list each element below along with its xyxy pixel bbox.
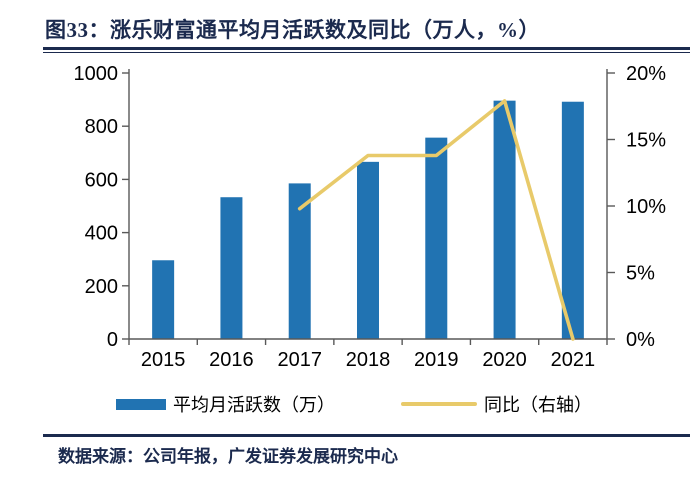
x-axis-label: 2015 (141, 349, 186, 371)
legend-item-bar: 平均月活跃数（万） (116, 392, 335, 416)
bar-2020 (493, 100, 516, 339)
x-axis-label: 2018 (346, 349, 391, 371)
right-axis-label: 5% (626, 263, 655, 285)
yoy-line (297, 99, 575, 341)
data-source-text: 数据来源：公司年报，广发证券发展研究中心 (58, 447, 398, 466)
right-axis-label: 0% (626, 329, 655, 351)
bar-2021 (561, 101, 584, 339)
right-axis-label: 20% (626, 63, 666, 85)
footer-rule (43, 434, 690, 437)
line-series-swatch (401, 402, 477, 406)
figure-title: 图33：涨乐财富通平均月活跃数及同比（万人，%） (45, 18, 540, 42)
bar-2017 (288, 183, 311, 339)
bar-2019 (425, 137, 448, 339)
right-axis-label: 15% (626, 130, 666, 152)
legend-item-line: 同比（右轴） (401, 392, 592, 416)
x-axis-label: 2016 (209, 349, 254, 371)
line-series-label: 同比（右轴） (484, 395, 592, 415)
bar-2015 (152, 260, 175, 339)
x-axis-label: 2021 (551, 349, 596, 371)
left-axis-label: 800 (85, 116, 118, 138)
bar-2016 (220, 197, 243, 339)
left-axis-label: 1000 (74, 63, 119, 85)
chart-legend: 平均月活跃数（万） 同比（右轴） (0, 392, 700, 416)
left-axis-label: 400 (85, 223, 118, 245)
bar-series-label: 平均月活跃数（万） (173, 395, 335, 415)
title-rule-thin (43, 51, 690, 53)
title-rule-thick (43, 47, 690, 50)
x-axis-label: 2019 (414, 349, 459, 371)
combo-bar-line-chart: 0 200 400 600 800 1000 0% 5% 10% 15% 20% 2015 2016 20… (74, 63, 667, 371)
left-axis-label: 600 (85, 169, 118, 191)
x-axis-label: 2020 (482, 349, 527, 371)
bar-2018 (357, 161, 379, 339)
right-axis-label: 10% (626, 196, 666, 218)
x-axis-label: 2017 (277, 349, 322, 371)
left-axis-label: 0 (107, 329, 118, 351)
bar-series-swatch (116, 398, 166, 410)
left-axis-label: 200 (85, 276, 118, 298)
